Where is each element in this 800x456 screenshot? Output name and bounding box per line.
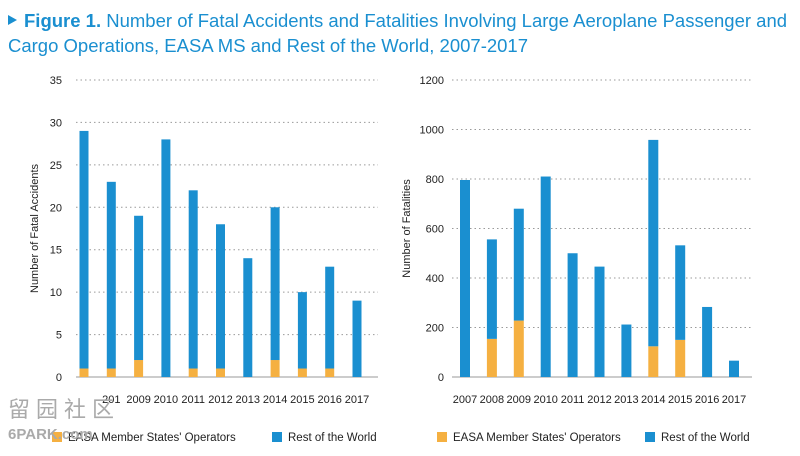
- y-tick-label: 600: [426, 224, 444, 236]
- bar-easa-2008: [486, 338, 497, 377]
- y-tick-label: 0: [56, 372, 62, 384]
- bar-rest-2011: [188, 190, 198, 369]
- bar-easa-2009: [134, 360, 144, 377]
- chart-2: 0 200 400 600 800 1000 1200 Number of Fatalitie…: [401, 75, 752, 444]
- bar-easa-2007: [79, 368, 89, 377]
- legend-swatch: [645, 432, 655, 442]
- bar-rest-2008: [106, 181, 116, 369]
- x-tick-label: 2010: [154, 394, 178, 406]
- y-tick-label: 0: [438, 372, 444, 384]
- bar-rest-2017: [352, 300, 362, 377]
- x-tick-label: 2010: [533, 394, 557, 406]
- y-tick-label: 35: [50, 75, 62, 87]
- bar-easa-2015: [675, 339, 686, 377]
- bar-rest-2016: [325, 266, 335, 369]
- bar-rest-2009: [513, 208, 524, 321]
- x-tick-label: 2016: [317, 394, 341, 406]
- bar-rest-2010: [540, 176, 551, 377]
- bar-rest-2016: [702, 306, 713, 377]
- bar-rest-2017: [729, 360, 739, 377]
- y-axis-title: Number of Fatalities: [401, 179, 413, 278]
- bar-easa-2008: [106, 368, 116, 377]
- legend-label: Rest of the World: [288, 432, 377, 444]
- bar-rest-2015: [675, 245, 686, 340]
- x-tick-label: 2008: [480, 394, 504, 406]
- bar-rest-2013: [621, 324, 632, 377]
- legend-label: EASA Member States' Operators: [453, 432, 621, 444]
- x-tick-label: 2007: [453, 394, 477, 406]
- bar-easa-2011: [188, 368, 198, 377]
- watermark: 留园社区 6PARK.com: [8, 392, 120, 443]
- y-axis-title: Number of Fatal Accidents: [29, 164, 41, 294]
- x-tick-label: 2009: [507, 394, 531, 406]
- y-tick-label: 200: [426, 323, 444, 335]
- bar-easa-2014: [648, 346, 659, 377]
- x-tick-label: 2012: [208, 394, 232, 406]
- bar-rest-2011: [567, 253, 578, 377]
- y-tick-label: 20: [50, 202, 62, 214]
- legend-label: Rest of the World: [661, 432, 750, 444]
- bar-rest-2014: [270, 207, 280, 361]
- bar-rest-2009: [134, 215, 144, 361]
- y-tick-label: 1000: [420, 125, 444, 137]
- chart-title: Figure 1. Number of Fatal Accidents and …: [8, 8, 788, 58]
- legend-label: EASA Member States' Operators: [68, 432, 236, 444]
- legend-swatch: [437, 432, 447, 442]
- y-tick-label: 10: [50, 287, 62, 299]
- y-tick-label: 800: [426, 174, 444, 186]
- bar-rest-2010: [161, 139, 171, 377]
- legend-swatch: [52, 432, 62, 442]
- x-tick-label: 2014: [263, 394, 287, 406]
- title-text: Number of Fatal Accidents and Fatalities…: [8, 10, 788, 56]
- x-tick-label: 2011: [181, 394, 205, 406]
- bar-rest-2013: [243, 258, 253, 377]
- bar-rest-2012: [594, 266, 605, 377]
- y-tick-label: 5: [56, 330, 62, 342]
- x-tick-label: 2015: [668, 394, 692, 406]
- x-tick-label: 2011: [561, 394, 585, 406]
- x-tick-label: 2016: [695, 394, 719, 406]
- x-tick-label: 2013: [614, 394, 638, 406]
- y-tick-label: 30: [50, 117, 62, 129]
- bar-rest-2014: [648, 139, 659, 347]
- bar-easa-2009: [513, 320, 524, 377]
- chart-1: 0 5 10 15 20 25 30 35 Number of Fatal Accidents 2…: [29, 75, 378, 444]
- x-tick-label: 2017: [722, 394, 746, 406]
- watermark-cn: 留园社区: [8, 398, 121, 423]
- legend-swatch: [272, 432, 282, 442]
- bar-easa-2015: [297, 368, 307, 377]
- y-tick-label: 400: [426, 273, 444, 285]
- bar-rest-2012: [216, 224, 225, 369]
- arrow-icon: [8, 15, 17, 25]
- x-tick-label: 2012: [587, 394, 611, 406]
- x-tick-label: 2015: [290, 394, 314, 406]
- watermark-en: 6PARK.com: [8, 426, 93, 443]
- bar-rest-2008: [486, 239, 497, 339]
- bar-rest-2015: [297, 292, 307, 369]
- bar-rest-2007: [460, 179, 470, 377]
- y-tick-label: 25: [50, 160, 62, 172]
- x-tick-label: 2017: [345, 394, 369, 406]
- y-tick-label: 15: [50, 245, 62, 257]
- bar-easa-2014: [270, 360, 280, 377]
- bar-easa-2012: [216, 368, 225, 377]
- bar-rest-2007: [79, 130, 89, 369]
- x-tick-label: 2014: [641, 394, 665, 406]
- x-tick-label: 201: [102, 394, 120, 406]
- y-tick-label: 1200: [420, 75, 444, 87]
- x-tick-label: 2013: [236, 394, 260, 406]
- figure-label: Figure 1.: [24, 10, 102, 31]
- x-tick-label: 2009: [126, 394, 150, 406]
- bar-easa-2016: [325, 368, 335, 377]
